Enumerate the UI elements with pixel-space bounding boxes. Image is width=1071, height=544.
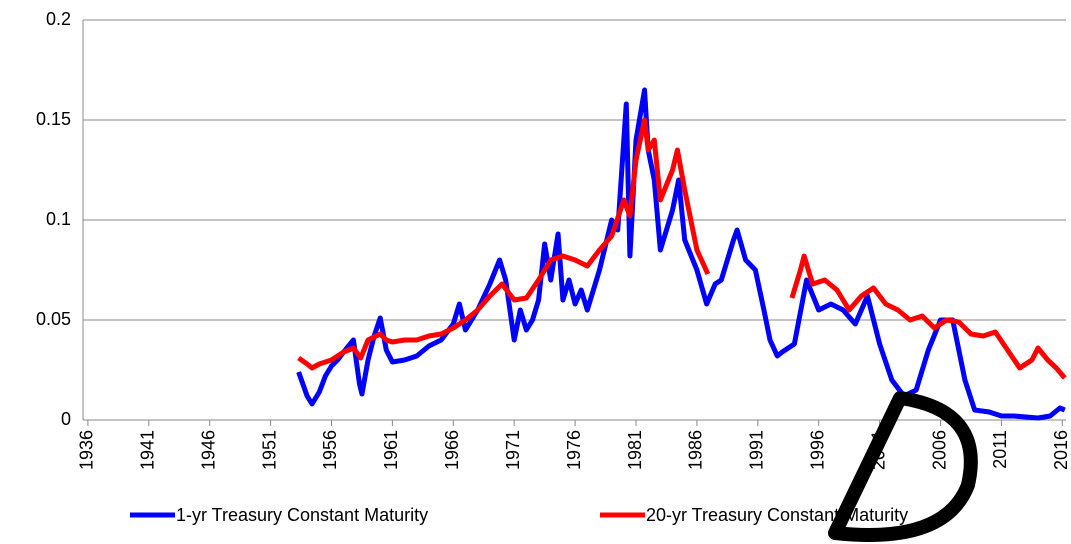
x-tick-label: 1981 bbox=[625, 430, 645, 470]
x-tick-label: 1956 bbox=[320, 430, 340, 470]
x-tick-label: 2011 bbox=[990, 430, 1010, 469]
legend-label: 20-yr Treasury Constant Maturity bbox=[646, 505, 908, 525]
x-tick-label: 1996 bbox=[807, 430, 827, 470]
x-tick-label: 1991 bbox=[747, 430, 767, 470]
x-tick-label: 1936 bbox=[77, 430, 97, 470]
y-tick-label: 0 bbox=[61, 409, 71, 429]
x-tick-label: 1946 bbox=[198, 430, 218, 470]
series-line bbox=[297, 117, 1067, 380]
x-tick-label: 1966 bbox=[442, 430, 462, 470]
x-tick-label: 1976 bbox=[564, 430, 584, 470]
y-tick-label: 0.15 bbox=[36, 109, 71, 129]
y-tick-label: 0.05 bbox=[36, 309, 71, 329]
x-tick-label: 2016 bbox=[1051, 430, 1071, 470]
y-tick-label: 0.2 bbox=[46, 9, 71, 29]
overlay-shape bbox=[828, 391, 978, 542]
x-tick-label: 1961 bbox=[381, 430, 401, 470]
x-tick-label: 1951 bbox=[259, 430, 279, 470]
legend-label: 1-yr Treasury Constant Maturity bbox=[176, 505, 428, 525]
x-tick-label: 2006 bbox=[929, 430, 949, 470]
x-tick-label: 1986 bbox=[686, 430, 706, 470]
y-tick-label: 0.1 bbox=[46, 209, 71, 229]
x-tick-label: 1941 bbox=[138, 430, 158, 470]
x-tick-label: 1971 bbox=[503, 430, 523, 470]
